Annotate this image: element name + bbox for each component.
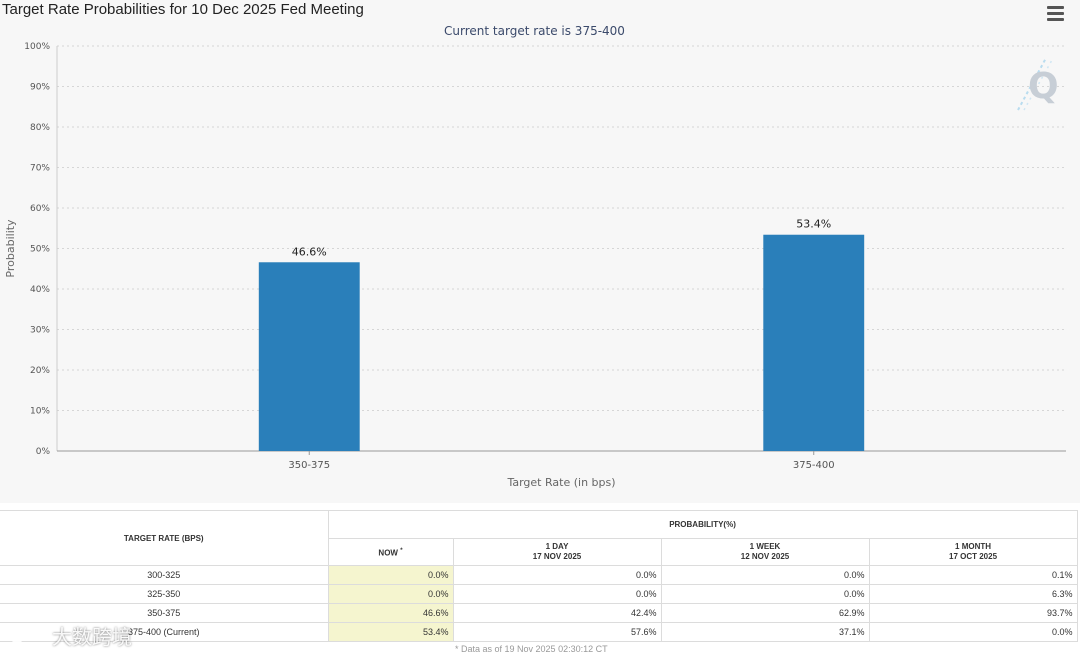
data-label: 53.4% — [796, 218, 831, 231]
one-day-value: 0.0% — [452, 584, 662, 604]
table-row: 350-375 46.6% 42.4% 62.9% 93.7% — [0, 603, 1078, 623]
rate-cell: 375-400 (Current) — [0, 622, 329, 642]
now-marker: * — [400, 547, 403, 554]
y-tick-label: 50% — [30, 245, 50, 255]
x-tick-label: 375-400 — [793, 460, 835, 471]
data-timestamp-footnote: * Data as of 19 Nov 2025 02:30:12 CT — [455, 644, 608, 654]
bars — [258, 234, 865, 451]
y-tick-label: 60% — [30, 204, 50, 214]
one-month-value: 0.0% — [868, 622, 1078, 642]
one-month-value: 6.3% — [868, 584, 1078, 604]
chart-subtitle: Current target rate is 375-400 — [444, 24, 625, 38]
one-week-value: 37.1% — [660, 622, 870, 642]
rate-cell: 350-375 — [0, 603, 329, 623]
y-tick-label: 0% — [36, 447, 51, 457]
x-tick-label: 350-375 — [288, 460, 330, 471]
y-axis-title: Probability — [4, 219, 17, 278]
now-column-header: NOW * — [327, 538, 454, 566]
one-day-value: 42.4% — [452, 603, 662, 623]
y-tick-label: 90% — [30, 83, 50, 93]
rate-cell: 325-350 — [0, 584, 329, 604]
now-label: NOW — [378, 548, 398, 558]
data-label: 46.6% — [292, 245, 327, 258]
one-month-column-header: 1 MONTH 17 OCT 2025 — [868, 538, 1078, 566]
grid-lines — [57, 45, 1066, 411]
one-month-value: 93.7% — [868, 603, 1078, 623]
y-tick-label: 20% — [30, 366, 50, 376]
target-rate-header: TARGET RATE (BPS) — [0, 510, 329, 566]
now-value: 53.4% — [327, 622, 454, 642]
column-date: 12 NOV 2025 — [740, 552, 790, 561]
column-date: 17 OCT 2025 — [949, 552, 998, 561]
y-tick-label: 70% — [30, 164, 50, 174]
table-row: 375-400 (Current) 53.4% 57.6% 37.1% 0.0% — [0, 622, 1078, 642]
probability-table: TARGET RATE (BPS) PROBABILITY(%) NOW * 1… — [0, 510, 1078, 642]
column-label: 1 WEEK — [749, 542, 781, 551]
one-day-value: 57.6% — [452, 622, 662, 642]
rate-cell: 300-325 — [0, 565, 329, 585]
bar-375-400 — [763, 234, 865, 451]
one-day-value: 0.0% — [452, 565, 662, 585]
now-value: 46.6% — [327, 603, 454, 623]
one-day-column-header: 1 DAY 17 NOV 2025 — [452, 538, 662, 566]
one-week-value: 0.0% — [660, 565, 870, 585]
one-month-value: 0.1% — [868, 565, 1078, 585]
chart-title: Target Rate Probabilities for 10 Dec 202… — [2, 1, 364, 18]
probability-header: PROBABILITY(%) — [327, 510, 1078, 539]
q-logo-icon: Q — [1017, 57, 1059, 111]
y-tick-label: 30% — [30, 326, 50, 336]
now-value: 0.0% — [327, 584, 454, 604]
now-value: 0.0% — [327, 565, 454, 585]
y-tick-label: 40% — [30, 285, 50, 295]
labels: 0% 10% 20% 30% 40% 50% 60% 70% 80% 90% 100% 46.6% 35… — [4, 42, 835, 489]
one-week-column-header: 1 WEEK 12 NOV 2025 — [660, 538, 870, 566]
column-label: 1 MONTH — [955, 542, 992, 551]
table-row: 325-350 0.0% 0.0% 0.0% 6.3% — [0, 584, 1078, 604]
hamburger-menu-icon[interactable] — [1046, 6, 1064, 22]
svg-text:Q: Q — [1028, 66, 1059, 107]
y-tick-label: 80% — [30, 123, 50, 133]
bar-350-375 — [258, 262, 360, 451]
chart-area: 0% 10% 20% 30% 40% 50% 60% 70% 80% 90% 100% 46.6% 35… — [2, 1, 1066, 489]
one-week-value: 0.0% — [660, 584, 870, 604]
column-label: 1 DAY — [545, 542, 569, 551]
axes — [56, 46, 1066, 455]
one-week-value: 62.9% — [660, 603, 870, 623]
column-date: 17 NOV 2025 — [532, 552, 582, 561]
y-tick-label: 100% — [24, 42, 50, 52]
x-axis-title: Target Rate (in bps) — [506, 476, 615, 489]
y-tick-label: 10% — [30, 407, 50, 417]
table-row: 300-325 0.0% 0.0% 0.0% 0.1% — [0, 565, 1078, 585]
bar-chart: 0% 10% 20% 30% 40% 50% 60% 70% 80% 90% 100% 46.6% 35… — [4, 42, 1066, 489]
